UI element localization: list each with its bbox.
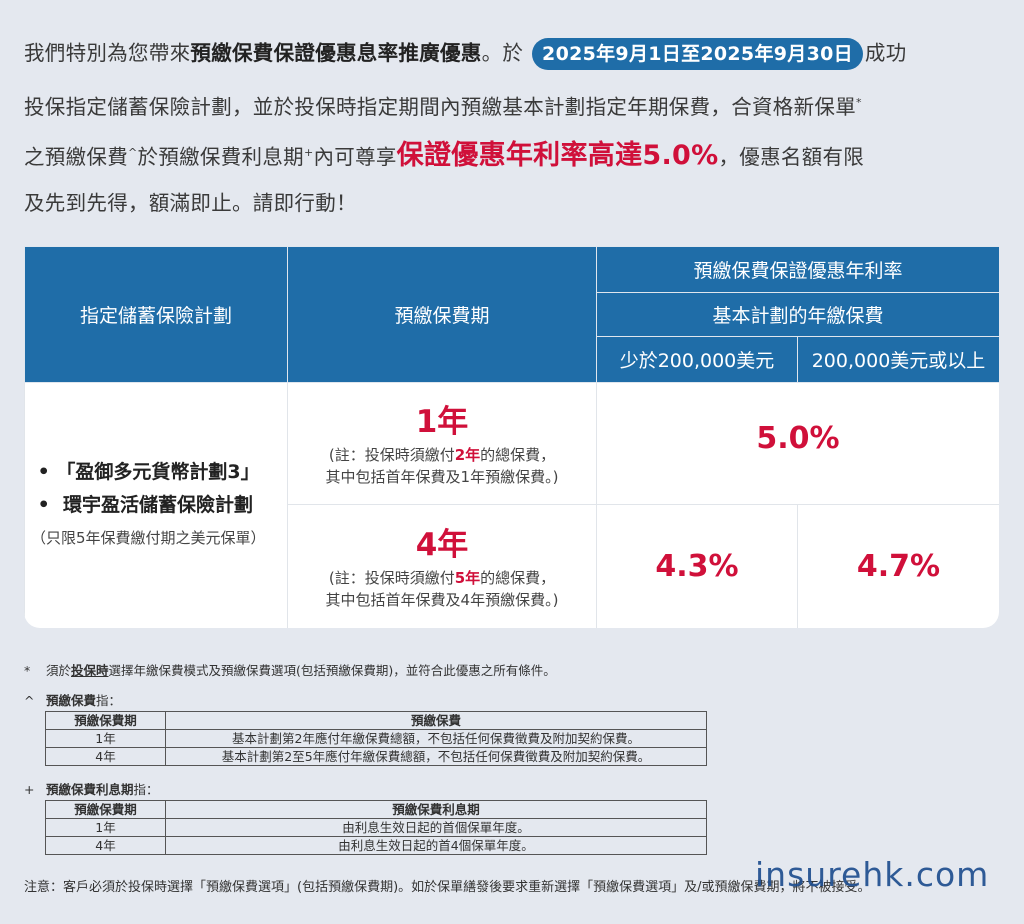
plan-name: 環宇盈活儲蓄保險計劃 <box>63 494 254 516</box>
caret-cell: 基本計劃第2至5年應付年繳保費總額，不包括任何保費徵費及附加契約保費。 <box>165 747 707 766</box>
period-note: (註：投保時須繳付2年的總保費， 其中包括首年保費及1年預繳保費。) <box>288 444 596 488</box>
note-text: 的總保費， <box>480 445 556 464</box>
footnote-plus: + 預繳保費利息期指： <box>24 779 159 798</box>
note-text: 其中包括首年保費及1年預繳保費。) <box>325 467 559 486</box>
header-plan: 指定儲蓄保險計劃 <box>24 246 288 383</box>
footnote-star: * 須於投保時選擇年繳保費模式及預繳保費選項(包括預繳保費期)，並符合此優惠之所有… <box>24 660 556 679</box>
header-tier-1: 少於200,000美元 <box>596 336 798 383</box>
note-text: 其中包括首年保費及4年預繳保費。) <box>325 590 559 609</box>
table-row: 4年 基本計劃第2至5年應付年繳保費總額，不包括任何保費徵費及附加契約保費。 <box>45 747 707 766</box>
footnote-text: 選擇年繳保費模式及預繳保費選項(包括預繳保費期)，並符合此優惠之所有條件。 <box>108 663 556 678</box>
note-text: (註：投保時須繳付 <box>328 568 455 587</box>
promo-name: 預繳保費保證優惠息率推廣優惠 <box>190 41 482 65</box>
intro-paragraph: 我們特別為您帶來預繳保費保證優惠息率推廣優惠。於 2025年9月1日至2025年… <box>24 28 1004 228</box>
table-row: 1年 基本計劃第2年應付年繳保費總額，不包括任何保費徵費及附加契約保費。 <box>45 729 707 748</box>
note-text: 的總保費， <box>480 568 556 587</box>
intro-line-3: 之預繳保費^於預繳保費利息期+內可尊享保證優惠年利率高達5.0%，優惠名額有限 <box>24 128 1004 178</box>
date-range-badge: 2025年9月1日至2025年9月30日 <box>532 38 863 70</box>
footnote-mark: * <box>24 663 31 678</box>
header-tier-2: 200,000美元或以上 <box>796 336 999 383</box>
plan-item: • 環宇盈活儲蓄保險計劃 <box>31 494 254 516</box>
intro-text: 於預繳保費利息期 <box>137 144 304 169</box>
plan-cell: • 「盈御多元貨幣計劃3」 • 環宇盈活儲蓄保險計劃 （只限5年保費繳付期之美元… <box>24 382 288 628</box>
note-highlight: 2年 <box>454 445 481 464</box>
intro-text: 我們特別為您帶來 <box>24 41 191 65</box>
intro-line-2: 投保指定儲蓄保險計劃，並於投保時指定期間內預繳基本計劃指定年期保費，合資格新保單… <box>24 78 1004 128</box>
rate-table: 指定儲蓄保險計劃 預繳保費期 預繳保費保證優惠年利率 基本計劃的年繳保費 少於2… <box>24 246 999 628</box>
plan-restriction-note: （只限5年保費繳付期之美元保單） <box>31 529 266 547</box>
intro-text: 之預繳保費 <box>24 144 128 169</box>
rate-cell-tier1: 4.3% <box>596 504 798 628</box>
intro-text: 內可尊享 <box>313 144 397 169</box>
rate-cell-all: 5.0% <box>595 382 999 505</box>
footnote-star-ref: * <box>856 96 862 109</box>
header-rate-sub: 基本計劃的年繳保費 <box>595 292 999 337</box>
rate-cell-tier2: 4.7% <box>796 504 999 628</box>
plan-list: • 「盈御多元貨幣計劃3」 • 環宇盈活儲蓄保險計劃 （只限5年保費繳付期之美元… <box>31 456 287 555</box>
caret-header-premium: 預繳保費 <box>165 711 707 730</box>
watermark: insurehk.com <box>755 855 990 894</box>
footnote-caret: ^ 預繳保費指： <box>24 690 121 709</box>
period-year: 4年 <box>415 526 469 563</box>
plus-cell: 由利息生效日起的首個保單年度。 <box>165 818 707 837</box>
period-year: 1年 <box>415 403 469 440</box>
footnote-text: 須於 <box>46 663 72 678</box>
rate-table-card: 指定儲蓄保險計劃 預繳保費期 預繳保費保證優惠年利率 基本計劃的年繳保費 少於2… <box>24 246 999 628</box>
plus-header-period: 預繳保費期 <box>45 800 166 819</box>
intro-line-1: 我們特別為您帶來預繳保費保證優惠息率推廣優惠。於 2025年9月1日至2025年… <box>24 28 1004 78</box>
intro-text: 及先到先得，額滿即止。請即行動！ <box>24 191 357 215</box>
footnote-term: 預繳保費 <box>46 693 97 708</box>
plus-definition-table: 預繳保費期 預繳保費利息期 1年 由利息生效日起的首個保單年度。 4年 由利息生… <box>45 800 707 855</box>
caret-cell: 1年 <box>45 729 166 748</box>
plan-name: 「盈御多元貨幣計劃3」 <box>56 461 260 483</box>
bottom-note: 注意：客戶必須於投保時選擇「預繳保費選項」(包括預繳保費期)。如於保單繕發後要求… <box>24 880 871 895</box>
header-period: 預繳保費期 <box>287 246 597 383</box>
plus-cell: 由利息生效日起的首4個保單年度。 <box>165 836 707 855</box>
plus-cell: 4年 <box>45 836 166 855</box>
footnote-text: 指： <box>96 693 122 708</box>
footnote-plus-ref: + <box>303 146 314 159</box>
intro-text: 成功 <box>864 41 907 65</box>
footnote-term: 預繳保費利息期 <box>46 782 134 797</box>
plan-item: • 「盈御多元貨幣計劃3」 <box>31 461 260 483</box>
intro-text: 投保指定儲蓄保險計劃，並於投保時指定期間內預繳基本計劃指定年期保費，合資格新保單 <box>24 94 856 119</box>
plus-header-interest: 預繳保費利息期 <box>165 800 707 819</box>
footnote-mark: + <box>24 782 35 797</box>
footnote-caret-ref: ^ <box>128 146 138 159</box>
intro-line-4: 及先到先得，額滿即止。請即行動！ <box>24 178 1004 228</box>
rate-value: 5.0% <box>756 421 840 456</box>
caret-header-period: 預繳保費期 <box>45 711 166 730</box>
rate-value: 4.3% <box>655 549 739 584</box>
caret-cell: 基本計劃第2年應付年繳保費總額，不包括任何保費徵費及附加契約保費。 <box>165 729 707 748</box>
intro-text: ，優惠名額有限 <box>718 144 865 169</box>
period-cell-4: 4年 (註：投保時須繳付5年的總保費， 其中包括首年保費及4年預繳保費。) <box>287 504 597 628</box>
caret-definition-table: 預繳保費期 預繳保費 1年 基本計劃第2年應付年繳保費總額，不包括任何保費徵費及… <box>45 711 707 766</box>
caret-cell: 4年 <box>45 747 166 766</box>
period-cell-1: 1年 (註：投保時須繳付2年的總保費， 其中包括首年保費及1年預繳保費。) <box>287 382 597 505</box>
table-row: 4年 由利息生效日起的首4個保單年度。 <box>45 836 707 855</box>
period-note: (註：投保時須繳付5年的總保費， 其中包括首年保費及4年預繳保費。) <box>288 567 596 611</box>
plus-cell: 1年 <box>45 818 166 837</box>
footnote-mark: ^ <box>24 693 35 708</box>
intro-text: 。於 <box>481 41 524 65</box>
rate-value: 4.7% <box>856 549 941 584</box>
header-rate-group: 預繳保費保證優惠年利率 <box>595 246 999 293</box>
table-row: 1年 由利息生效日起的首個保單年度。 <box>45 818 707 837</box>
note-text: (註：投保時須繳付 <box>328 445 455 464</box>
rate-highlight: 保證優惠年利率高達5.0% <box>396 139 719 171</box>
note-highlight: 5年 <box>454 568 481 587</box>
footnote-text: 指： <box>133 782 159 797</box>
footnote-emphasis: 投保時 <box>71 663 109 678</box>
